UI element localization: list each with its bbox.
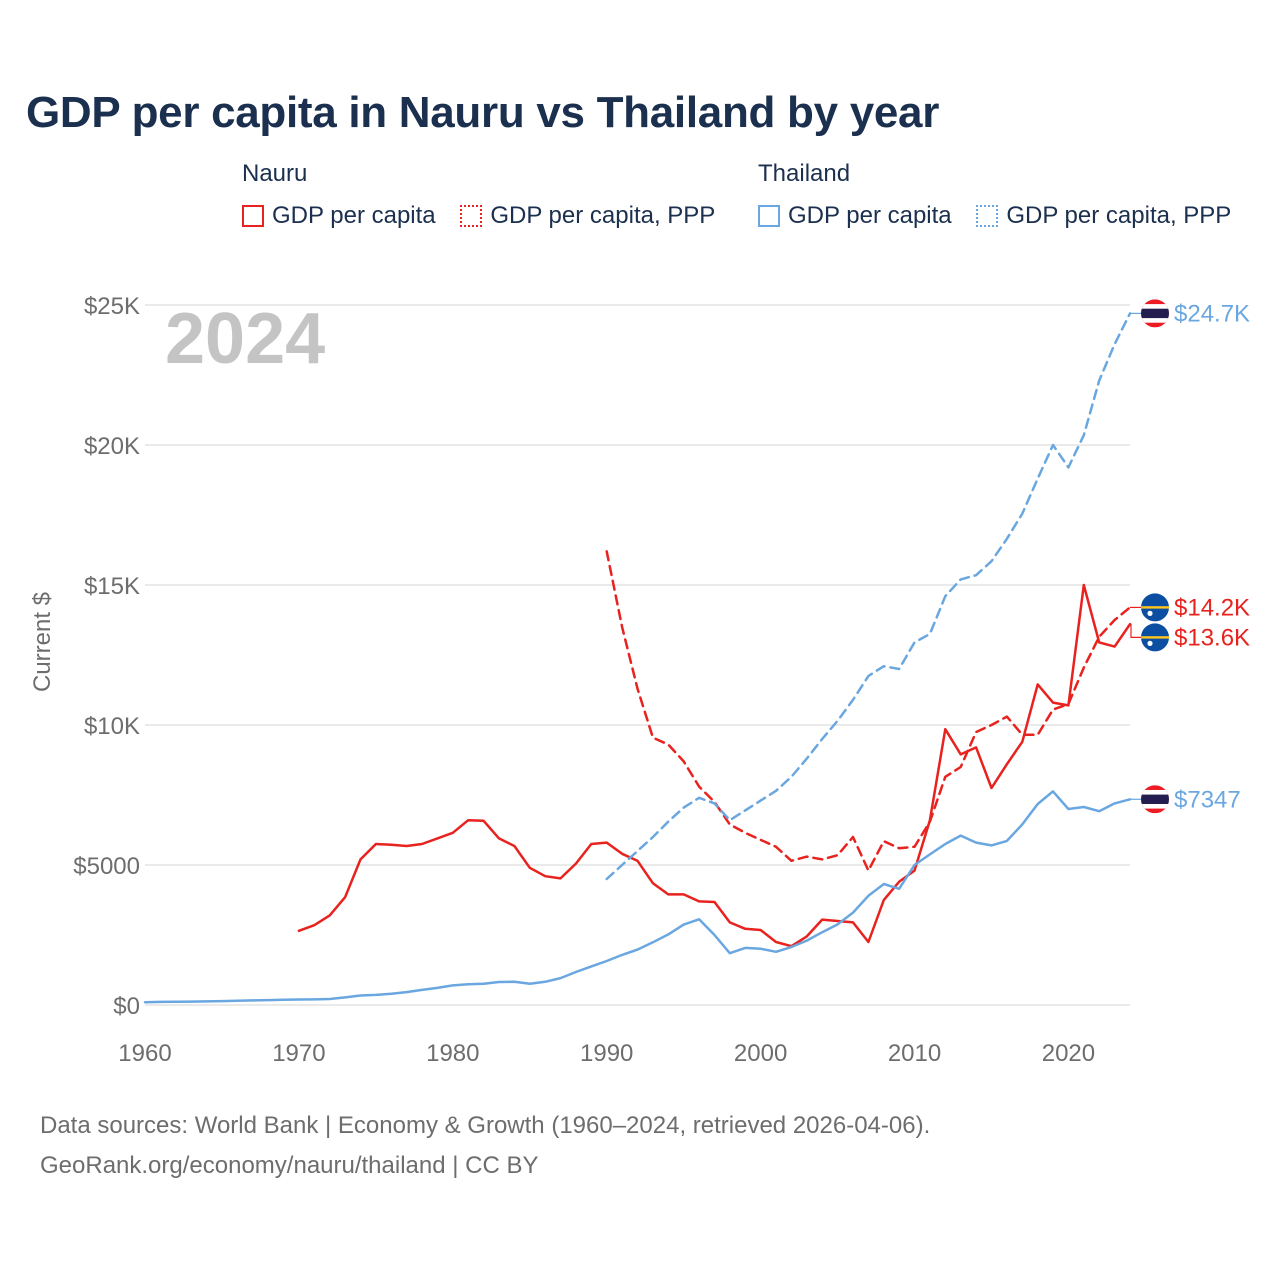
series-line-nauru-gdp <box>297 583 1132 948</box>
y-tick-label: $0 <box>113 993 140 1020</box>
legend-nauru-ppp[interactable]: GDP per capita, PPP <box>460 202 715 230</box>
end-value-label: $24.7K <box>1174 300 1250 327</box>
year-watermark: 2024 <box>165 299 325 379</box>
x-tick-label: 1980 <box>426 1040 479 1067</box>
legend-thailand: Thailand GDP per capita GDP per capita, … <box>758 160 1249 234</box>
credit-text: GeoRank.org/economy/nauru/thailand | CC … <box>40 1152 539 1179</box>
nauru-flag-icon <box>1141 623 1169 652</box>
footer: Data sources: World Bank | Economy & Gro… <box>40 1106 930 1186</box>
legend-nauru: Nauru GDP per capita GDP per capita, PPP <box>242 160 733 234</box>
y-axis-ticks: $0 $5000 $10K $15K $20K $25K <box>73 293 140 1020</box>
x-tick-label: 2010 <box>888 1040 941 1067</box>
thailand-flag-icon <box>1141 299 1169 328</box>
end-value-label: $7347 <box>1174 786 1241 813</box>
x-tick-label: 1960 <box>118 1040 171 1067</box>
nauru-flag-icon <box>1141 593 1169 622</box>
legend-thailand-gdp[interactable]: GDP per capita <box>758 202 952 230</box>
y-tick-label: $15K <box>84 573 140 600</box>
legend-nauru-title: Nauru <box>242 160 308 187</box>
legend-swatch-solid-blue <box>758 205 780 227</box>
legend-swatch-dashed-red <box>460 205 483 227</box>
series-line-thailand-ppp <box>605 312 1132 881</box>
end-value-label: $13.6K <box>1174 624 1250 651</box>
gridlines <box>145 304 1130 1006</box>
legend-swatch-dashed-blue <box>976 205 999 227</box>
chart-title: GDP per capita in Nauru vs Thailand by y… <box>26 88 940 137</box>
legend-thailand-ppp[interactable]: GDP per capita, PPP <box>976 202 1231 230</box>
legend-nauru-gdp-label: GDP per capita <box>272 202 436 229</box>
end-label-connector <box>1130 623 1141 639</box>
y-tick-label: $10K <box>84 713 140 740</box>
series-line-thailand-gdp <box>143 790 1132 1004</box>
end-value-label: $14.2K <box>1174 594 1250 621</box>
legend-nauru-ppp-label: GDP per capita, PPP <box>490 202 716 229</box>
x-tick-label: 2000 <box>734 1040 787 1067</box>
x-tick-label: 2020 <box>1042 1040 1095 1067</box>
source-text: Data sources: World Bank | Economy & Gro… <box>40 1112 931 1139</box>
y-tick-label: $25K <box>84 293 140 320</box>
y-axis-label: Current $ <box>29 592 56 692</box>
end-labels: $24.7K $14.2K $13.6K $7347 <box>1130 299 1250 814</box>
y-tick-label: $5000 <box>73 853 140 880</box>
series-lines <box>143 312 1132 1004</box>
legend-thailand-title: Thailand <box>758 160 851 187</box>
x-tick-label: 1970 <box>272 1040 325 1067</box>
series-line-nauru-ppp <box>605 550 1132 872</box>
x-axis-ticks: 1960 1970 1980 1990 2000 2010 2020 <box>118 1040 1095 1067</box>
legend-swatch-solid-red <box>242 205 264 227</box>
x-tick-label: 1990 <box>580 1040 633 1067</box>
legend-nauru-gdp[interactable]: GDP per capita <box>242 202 436 230</box>
y-tick-label: $20K <box>84 433 140 460</box>
legend-thailand-gdp-label: GDP per capita <box>788 202 952 229</box>
thailand-flag-icon <box>1141 785 1169 814</box>
legend-thailand-ppp-label: GDP per capita, PPP <box>1006 202 1232 229</box>
